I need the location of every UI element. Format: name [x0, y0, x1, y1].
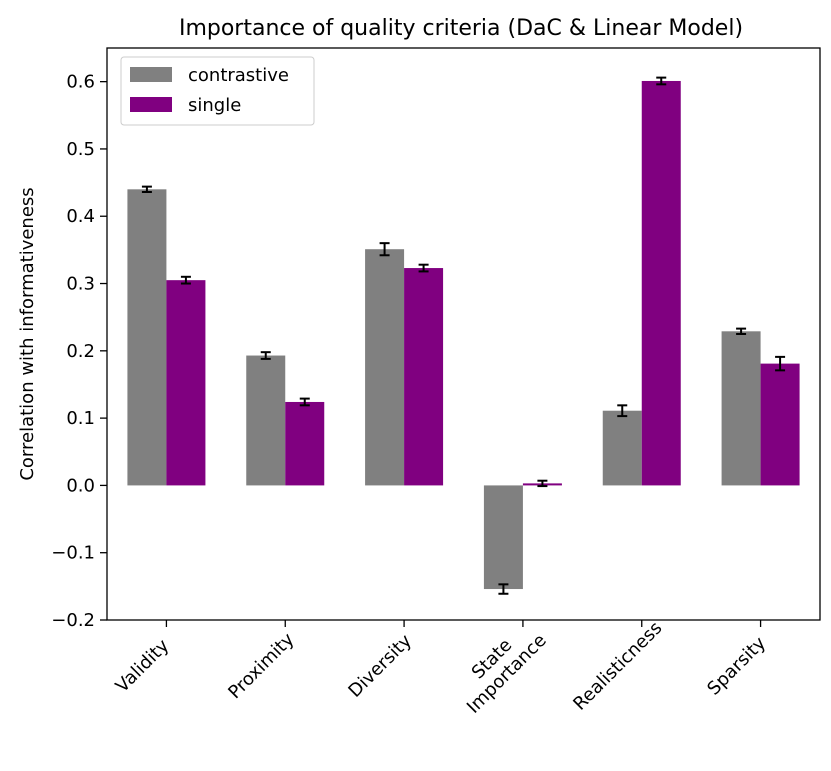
bar-contrastive-0 — [127, 189, 167, 486]
bar-contrastive-3 — [483, 485, 523, 590]
legend-label-single: single — [188, 95, 241, 116]
y-tick-label: 0.6 — [66, 72, 95, 93]
bar-single-4 — [641, 80, 681, 486]
x-tick-label: Realisticness — [569, 618, 666, 715]
bar-single-0 — [166, 280, 206, 486]
legend-label-contrastive: contrastive — [188, 65, 289, 86]
y-tick-label: 0.0 — [66, 475, 95, 496]
bar-single-5 — [760, 363, 800, 486]
y-axis-label: Correlation with informativeness — [17, 187, 38, 480]
x-tick-label-line: Proximity — [224, 629, 298, 703]
x-tick-label-line: Realisticness — [569, 618, 666, 715]
x-tick-label: StateImportance — [448, 615, 551, 718]
bar-contrastive-5 — [721, 331, 761, 486]
x-tick-label: Sparsity — [703, 633, 770, 700]
bar-contrastive-2 — [365, 249, 405, 486]
x-tick-label-line: Diversity — [344, 630, 416, 702]
x-tick-label-line: Sparsity — [703, 633, 770, 700]
bar-contrastive-1 — [246, 355, 286, 486]
bar-contrastive-4 — [602, 410, 642, 486]
bar-single-2 — [404, 268, 444, 486]
plot-area: −0.2 −0.1 0.0 0.1 0.2 0.3 0.4 0.5 0.6 Validity Pro… — [51, 47, 821, 718]
y-tick-label: 0.3 — [66, 274, 95, 295]
bar-single-1 — [285, 401, 325, 486]
x-tick-label: Diversity — [344, 630, 416, 702]
chart-title: Importance of quality criteria (DaC & Li… — [179, 16, 743, 41]
legend-swatch-contrastive — [130, 67, 172, 82]
x-tick-label: Proximity — [224, 629, 298, 703]
y-tick-label: 0.5 — [66, 139, 95, 160]
plot-frame — [106, 47, 821, 621]
legend-swatch-single — [130, 97, 172, 112]
y-tick-label: 0.1 — [66, 408, 95, 429]
y-tick-label: −0.1 — [51, 543, 95, 564]
y-tick-label: 0.4 — [66, 206, 95, 227]
x-tick-label-line: Validity — [112, 635, 174, 697]
x-tick-label: Validity — [112, 635, 174, 697]
y-tick-label: −0.2 — [51, 610, 95, 631]
y-tick-label: 0.2 — [66, 341, 95, 362]
